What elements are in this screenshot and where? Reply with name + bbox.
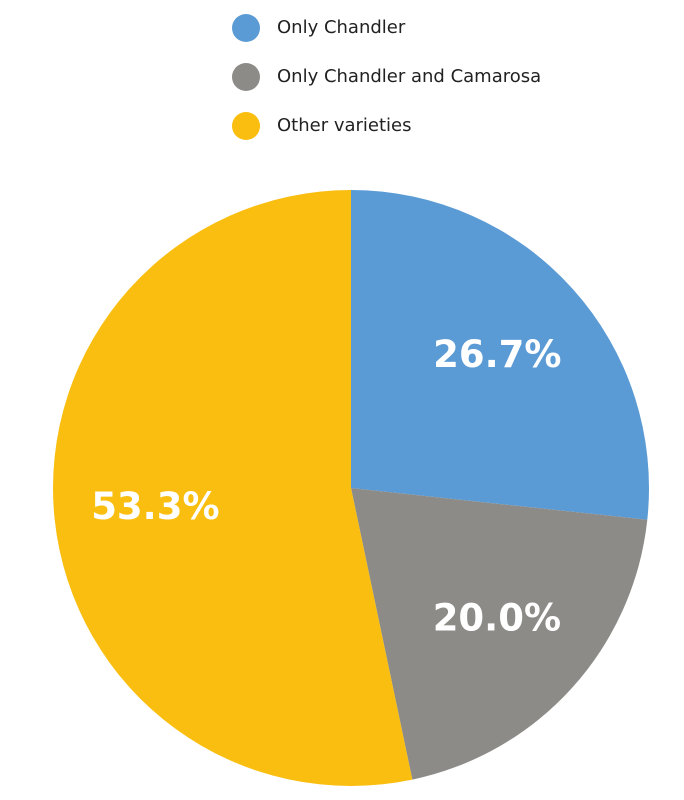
legend-label: Other varieties xyxy=(277,115,412,136)
value-label: 53.3% xyxy=(91,485,219,528)
legend-label: Only Chandler xyxy=(277,17,406,38)
legend-label: Only Chandler and Camarosa xyxy=(277,66,541,87)
pie-slice xyxy=(52,190,413,787)
legend-swatch xyxy=(232,63,260,91)
pie-slice xyxy=(351,190,649,520)
legend-swatch xyxy=(232,112,260,140)
value-label: 26.7% xyxy=(433,333,561,376)
pie-slice xyxy=(351,488,648,780)
legend-swatch xyxy=(232,14,260,42)
value-label: 20.0% xyxy=(433,596,561,639)
